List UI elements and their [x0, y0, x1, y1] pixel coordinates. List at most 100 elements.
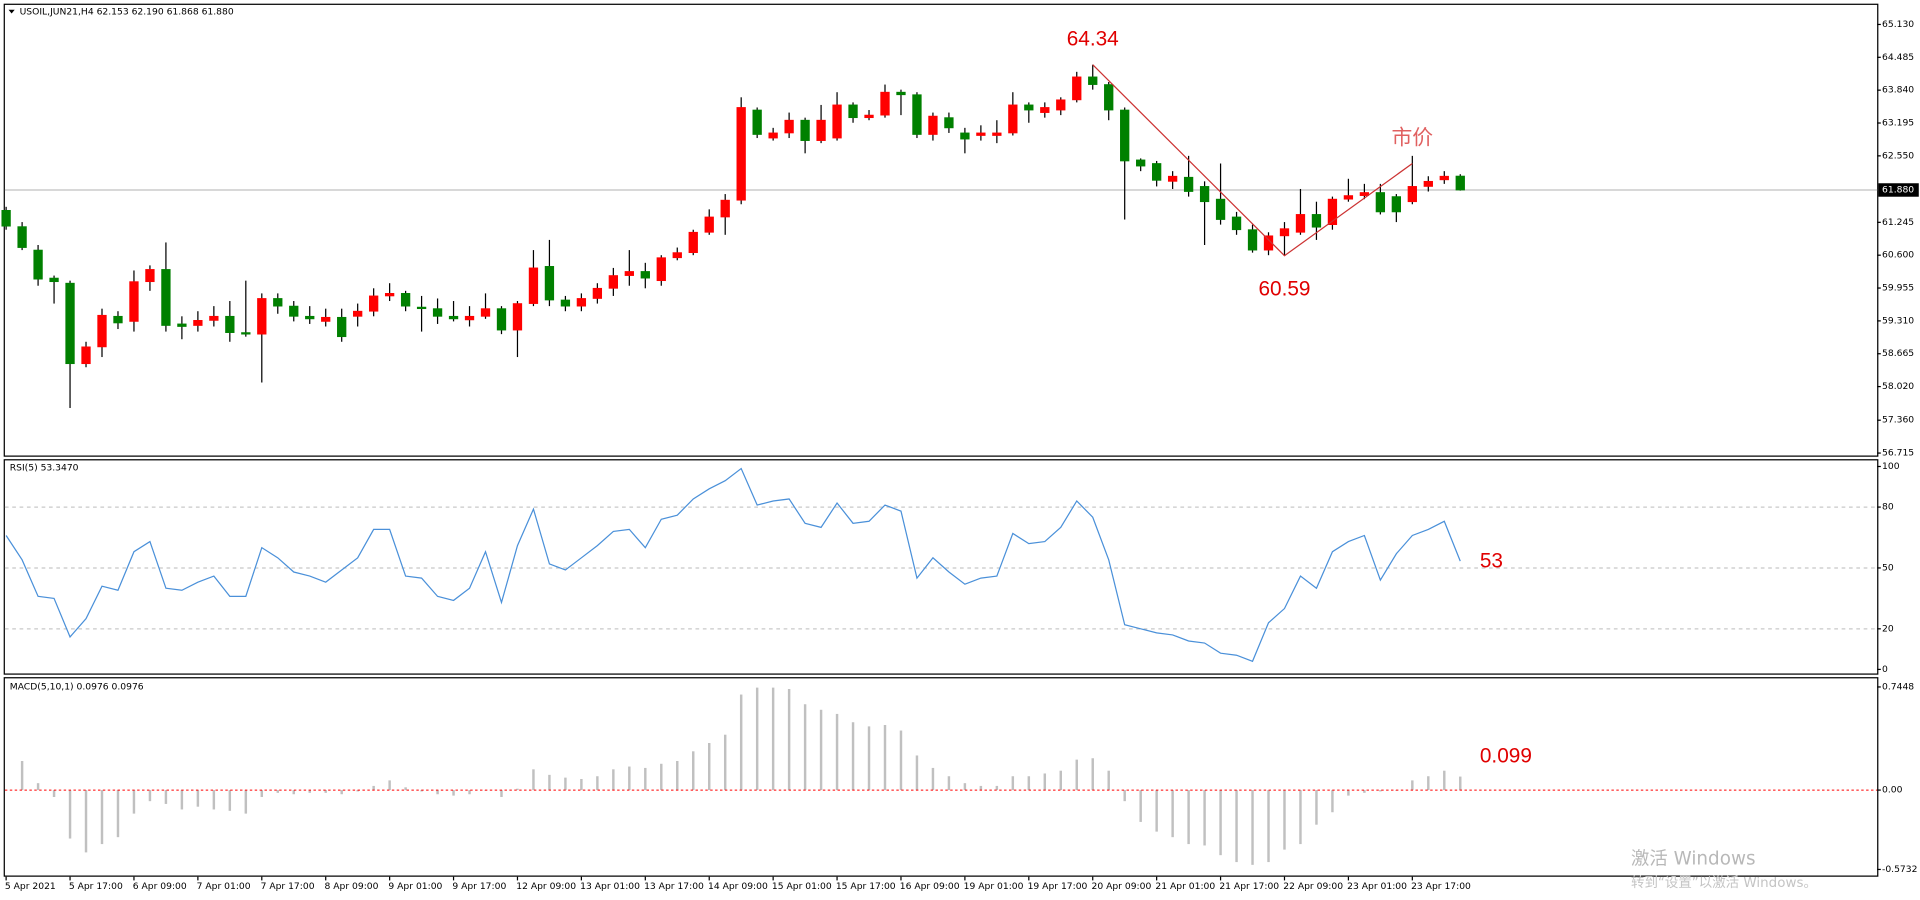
macd-bar: [1267, 790, 1270, 863]
candle-body: [1263, 235, 1274, 251]
candle-body: [161, 269, 171, 326]
candle-body: [880, 91, 890, 116]
candle-body: [832, 104, 842, 139]
chart-title: USOIL,JUN21,H4 62.153 62.190 61.868 61.8…: [20, 7, 234, 18]
macd-bar: [452, 790, 455, 796]
macd-bar: [1347, 790, 1350, 796]
macd-bar: [755, 687, 759, 791]
x-tick-label: 16 Apr 09:00: [900, 881, 960, 892]
macd-bar: [276, 790, 279, 793]
macd-bar: [500, 790, 503, 798]
x-tick-label: 9 Apr 17:00: [452, 881, 506, 892]
candle-body: [816, 119, 826, 141]
candle-body: [912, 94, 922, 135]
candle-body: [384, 293, 395, 297]
y-tick-label: 0.00: [1882, 785, 1903, 796]
y-tick-label: 60.600: [1882, 250, 1914, 261]
macd-bar: [404, 787, 407, 791]
y-tick-label: 50: [1882, 562, 1894, 573]
candle-body: [289, 305, 299, 317]
candle-body: [1375, 192, 1386, 213]
macd-bar: [1171, 790, 1174, 838]
x-tick-label: 12 Apr 09:00: [516, 881, 576, 892]
macd-title: MACD(5,10,1) 0.0976 0.0976: [10, 681, 144, 692]
candle-body: [752, 109, 762, 135]
macd-bar: [963, 783, 967, 791]
candle-body: [1231, 216, 1242, 231]
candle-body: [337, 316, 347, 338]
x-tick-label: 19 Apr 17:00: [1028, 881, 1088, 892]
y-tick-label: 59.310: [1882, 315, 1914, 326]
macd-bar: [196, 790, 200, 807]
candle-body: [800, 119, 810, 141]
macd-bar: [228, 790, 232, 811]
macd-bar: [867, 726, 871, 791]
macd-bar: [1011, 776, 1015, 791]
x-tick-label: 6 Apr 09:00: [133, 881, 187, 892]
candle-body: [992, 132, 1002, 136]
candle-body: [1343, 195, 1354, 200]
macd-bar: [52, 790, 56, 798]
candle-body: [624, 271, 634, 276]
macd-bar: [244, 790, 248, 814]
candle-body: [241, 332, 251, 335]
x-tick-label: 22 Apr 09:00: [1283, 881, 1343, 892]
watermark: 转到“设置”以激活 Windows。: [1631, 875, 1817, 891]
macd-bar: [628, 766, 631, 791]
candle-body: [97, 314, 107, 348]
macd-bar: [164, 790, 168, 804]
y-tick-label: 56.715: [1882, 448, 1914, 459]
macd-bar: [947, 776, 951, 791]
watermark: 激活 Windows: [1631, 849, 1756, 870]
candle-body: [1407, 186, 1417, 203]
candle-body: [864, 114, 874, 119]
macd-bar: [899, 730, 903, 791]
candle-body: [576, 298, 587, 307]
macd-bar: [1251, 790, 1254, 865]
candle-body: [177, 323, 187, 327]
macd-bar: [819, 709, 823, 791]
macd-bar: [548, 774, 551, 791]
macd-bar: [1043, 773, 1047, 791]
candle-body: [1151, 163, 1162, 181]
last-price-box: [1878, 183, 1919, 197]
macd-bar: [1107, 770, 1110, 791]
macd-bar: [739, 694, 743, 791]
macd-bar: [468, 790, 471, 795]
candle-body: [448, 315, 459, 320]
macd-annotation: 0.099: [1480, 744, 1532, 767]
candle-body: [1199, 186, 1210, 203]
y-tick-label: -0.5732: [1882, 864, 1917, 875]
last-price-label: 61.880: [1882, 184, 1914, 195]
macd-bar: [308, 790, 311, 793]
y-tick-label: 59.955: [1882, 283, 1914, 294]
candle-body: [720, 199, 730, 218]
rsi-title: RSI(5) 53.3470: [10, 462, 79, 473]
macd-bar: [1059, 770, 1062, 791]
candle-body: [1279, 228, 1290, 237]
candle-body: [1088, 76, 1098, 85]
x-tick-label: 9 Apr 01:00: [388, 881, 442, 892]
x-tick-label: 13 Apr 17:00: [644, 881, 704, 892]
candle-body: [784, 119, 794, 134]
candle-body: [33, 249, 43, 280]
x-tick-label: 5 Apr 2021: [5, 881, 56, 892]
candle-body: [656, 257, 666, 282]
candle-body: [896, 91, 906, 96]
candle-body: [640, 271, 650, 279]
candle-body: [1311, 214, 1322, 228]
macd-bar: [1187, 790, 1190, 845]
rsi-line: [5, 467, 1461, 663]
candle-body: [400, 293, 411, 307]
candle-body: [496, 308, 507, 331]
macd-bar: [20, 761, 24, 791]
candle-body: [608, 275, 618, 289]
candle-body: [1008, 104, 1018, 134]
candle-body: [368, 295, 379, 312]
candle-body: [49, 277, 59, 283]
candle-body: [1247, 229, 1258, 251]
menu-arrow[interactable]: [8, 9, 15, 14]
candle-body: [704, 216, 714, 233]
